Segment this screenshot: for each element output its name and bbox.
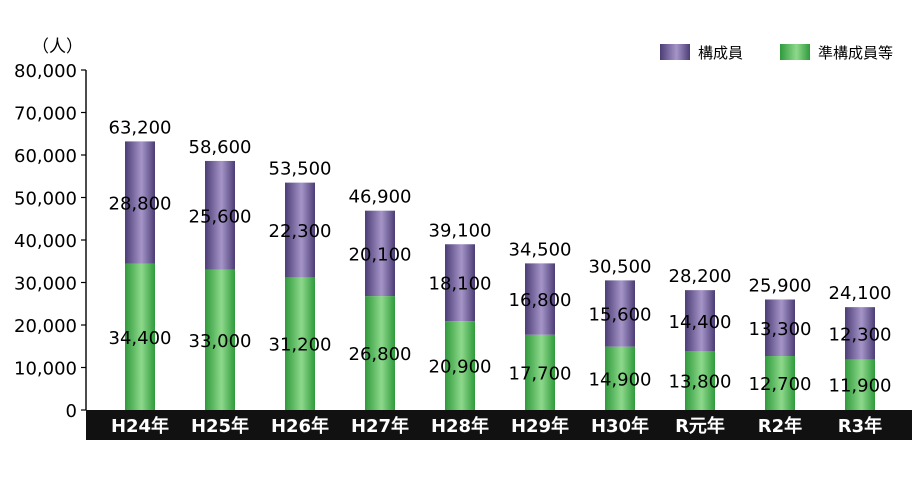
series1-value-label: 28,800 <box>109 194 172 215</box>
bar-segment-series1 <box>605 280 635 347</box>
bar-segment-series1 <box>125 141 155 264</box>
total-label: 53,500 <box>269 159 332 180</box>
bar-segment-series0 <box>125 263 155 410</box>
value-labels: 63,200 28,800 34,400 58,600 25,600 33,000 53,5… <box>109 117 892 396</box>
y-tick-label: 30,000 <box>14 274 77 295</box>
legend-label: 準構成員等 <box>818 44 893 62</box>
y-tick-label: 70,000 <box>14 104 77 125</box>
y-axis: 0 10,000 20,000 30,000 40,000 50,000 60,000 70,… <box>14 37 87 422</box>
bar-segment-series0 <box>525 334 555 410</box>
series1-value-label: 16,800 <box>509 290 572 311</box>
category-label: H28年 <box>431 415 489 437</box>
total-label: 30,500 <box>589 256 652 277</box>
bar-segment-series0 <box>205 269 235 410</box>
y-tick-label: 80,000 <box>14 61 77 82</box>
total-label: 34,500 <box>509 239 572 260</box>
series1-value-label: 15,600 <box>589 305 652 326</box>
bar-segment-series1 <box>845 307 875 360</box>
category-label: H25年 <box>191 415 249 437</box>
bars <box>125 141 875 410</box>
bar-segment-series0 <box>445 321 475 410</box>
series1-value-label: 18,100 <box>429 274 492 295</box>
legend-label: 構成員 <box>698 44 743 62</box>
series1-value-label: 14,400 <box>669 312 732 333</box>
bar-segment-series1 <box>765 299 795 357</box>
category-band <box>86 410 912 440</box>
series1-value-label: 20,100 <box>349 244 412 265</box>
y-tick-label: 50,000 <box>14 189 77 210</box>
bar-segment-series1 <box>205 160 235 270</box>
bar-segment-series1 <box>445 244 475 322</box>
y-tick-label: 60,000 <box>14 146 77 167</box>
series0-value-label: 11,900 <box>829 376 892 397</box>
bar-segment-series1 <box>285 182 315 278</box>
y-tick-label: 10,000 <box>14 359 77 380</box>
total-label: 28,200 <box>669 266 732 287</box>
series0-value-label: 13,800 <box>669 372 732 393</box>
category-label: H29年 <box>511 415 569 437</box>
series0-value-label: 31,200 <box>269 335 332 356</box>
category-label: H24年 <box>111 415 169 437</box>
bar-segment-series1 <box>525 263 555 335</box>
series0-value-label: 17,700 <box>509 363 572 384</box>
total-label: 25,900 <box>749 276 812 297</box>
category-label: H27年 <box>351 415 409 437</box>
category-label: R2年 <box>758 415 802 437</box>
bar-segment-series0 <box>605 346 635 410</box>
category-label: R3年 <box>838 415 882 437</box>
bar-segment-series0 <box>765 356 795 410</box>
series1-value-label: 13,300 <box>749 319 812 340</box>
category-label: H26年 <box>271 415 329 437</box>
bar-segment-series0 <box>285 277 315 410</box>
series0-value-label: 33,000 <box>189 331 252 352</box>
series1-value-label: 25,600 <box>189 206 252 227</box>
y-tick-label: 20,000 <box>14 316 77 337</box>
bar-segment-series0 <box>845 359 875 410</box>
total-label: 63,200 <box>109 117 172 138</box>
bar-segment-series0 <box>365 296 395 410</box>
series0-value-label: 12,700 <box>749 374 812 395</box>
series0-value-label: 34,400 <box>109 328 172 349</box>
series1-value-label: 12,300 <box>829 324 892 345</box>
category-label: H30年 <box>591 415 649 437</box>
category-axis: H24年 H25年 H26年 H27年 H28年 H29年 H30年 R元年 R2年 R3年 <box>86 410 912 440</box>
series0-value-label: 14,900 <box>589 369 652 390</box>
category-label: R元年 <box>675 415 725 437</box>
total-label: 24,100 <box>829 283 892 304</box>
y-tick-label: 0 <box>66 401 77 422</box>
legend-swatch <box>780 44 810 60</box>
bar-segment-series1 <box>685 290 715 352</box>
bar-segment-series0 <box>685 351 715 410</box>
total-label: 46,900 <box>349 187 412 208</box>
y-tick-label: 40,000 <box>14 231 77 252</box>
total-label: 39,100 <box>429 220 492 241</box>
legend: 構成員 準構成員等 <box>660 44 893 62</box>
series0-value-label: 20,900 <box>429 357 492 378</box>
legend-swatch <box>660 44 690 60</box>
total-label: 58,600 <box>189 137 252 158</box>
y-unit-label: （人） <box>32 37 83 57</box>
bar-segment-series1 <box>365 210 395 297</box>
series0-value-label: 26,800 <box>349 344 412 365</box>
series1-value-label: 22,300 <box>269 221 332 242</box>
